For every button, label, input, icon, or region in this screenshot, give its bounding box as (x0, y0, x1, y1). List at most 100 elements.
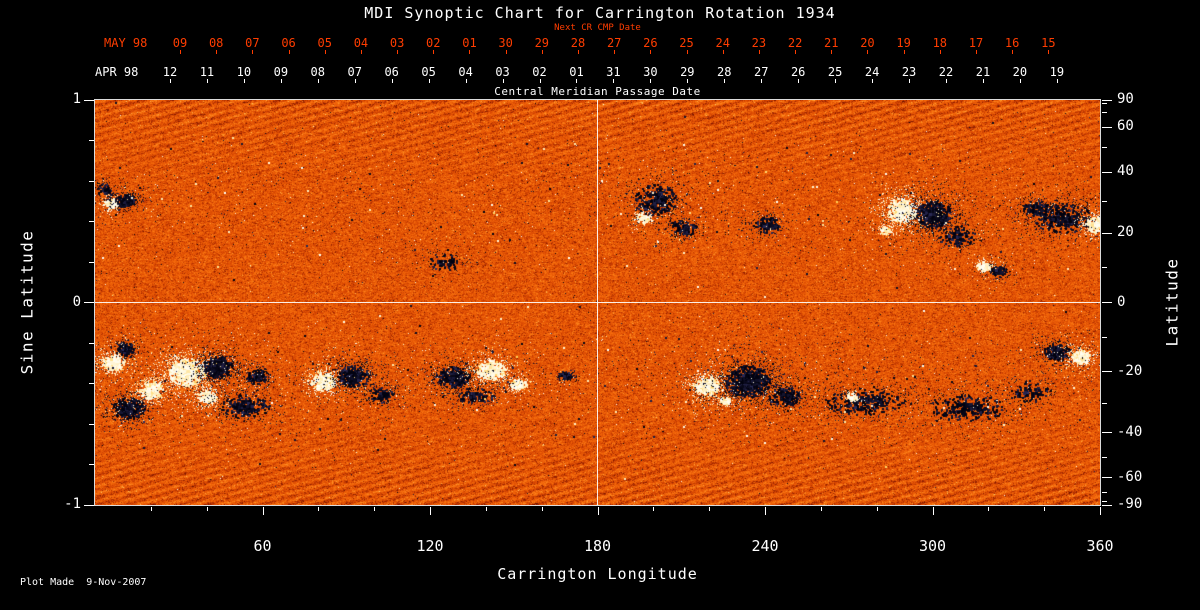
cmp-date-tickmark (650, 79, 652, 83)
next-cr-date-label: 28 (570, 36, 586, 50)
cmp-date-label: 09 (273, 65, 289, 79)
plot-made-note: Plot Made 9-Nov-2007 (20, 577, 147, 588)
cmp-date-tickmark (724, 79, 726, 83)
cmp-date-label: 30 (643, 65, 658, 79)
right-axis-tick-label: -60 (1117, 468, 1143, 485)
next-cr-date-label: 20 (860, 36, 875, 50)
bottom-axis-tickmark (932, 507, 934, 515)
bottom-axis-minor-tickmark (988, 507, 990, 511)
next-cr-date-label: 19 (896, 36, 911, 50)
next-cr-date-tickmark (1048, 50, 1050, 54)
next-cr-date-tickmark (650, 50, 652, 54)
cmp-date-label: 07 (347, 65, 362, 79)
next-cr-cmp-date-label: Next CR CMP Date (554, 23, 641, 33)
cmp-date-tickmark (206, 79, 208, 83)
bottom-axis-minor-tickmark (150, 507, 152, 511)
bottom-axis-minor-tickmark (820, 507, 822, 511)
next-cr-date-tickmark (722, 50, 724, 54)
next-cr-date-tickmark (397, 50, 399, 54)
next-cr-date-tickmark (324, 50, 326, 54)
next-cr-date-tickmark (686, 50, 688, 54)
next-cr-date-label: 18 (932, 36, 948, 50)
next-cr-date-label: 04 (353, 36, 369, 50)
right-axis-tick-label: -40 (1117, 423, 1143, 440)
right-axis-minor-tickmark (1102, 403, 1107, 405)
next-cr-date-tickmark (614, 50, 616, 54)
cmp-date-label: 22 (938, 65, 954, 79)
cmp-date-tickmark (613, 79, 615, 83)
cmp-date-label: 28 (717, 65, 732, 79)
right-axis-tickmark (1102, 477, 1112, 479)
next-cr-date-label: 07 (245, 36, 260, 50)
carrington-longitude-axis-title: Carrington Longitude (497, 565, 698, 583)
next-cr-date-tickmark (469, 50, 471, 54)
latitude-axis-title: Latitude (1162, 257, 1182, 347)
next-cr-date-tickmark (975, 50, 977, 54)
next-cr-date-tickmark (505, 50, 507, 54)
bottom-axis-tick-label: 180 (583, 537, 612, 555)
right-axis-minor-tickmark (1102, 102, 1107, 104)
right-axis-tick-label: -90 (1117, 496, 1143, 512)
right-axis-minor-tickmark (1102, 457, 1107, 459)
cmp-date-tickmark (317, 79, 319, 83)
cmp-month-label: APR 98 (95, 65, 139, 79)
cmp-date-label: 10 (236, 65, 252, 79)
next-cr-date-label: 24 (715, 36, 730, 50)
cmp-date-tickmark (428, 79, 430, 83)
next-cr-month-label: MAY 98 (104, 36, 148, 50)
right-axis-tickmark (1102, 99, 1112, 101)
right-axis-tickmark (1102, 504, 1112, 506)
next-cr-date-tickmark (180, 50, 182, 54)
bottom-axis-minor-tickmark (206, 507, 208, 511)
cmp-date-tickmark (169, 79, 171, 83)
cmp-date-tickmark (539, 79, 541, 83)
cmp-date-label: 19 (1049, 65, 1065, 79)
next-cr-date-tickmark (795, 50, 797, 54)
left-axis-tickmark (84, 302, 94, 303)
right-axis-tickmark (1102, 171, 1112, 173)
bottom-axis-minor-tickmark (318, 507, 320, 511)
bottom-axis-tick-label: 60 (253, 537, 272, 555)
right-axis-minor-tickmark (1102, 266, 1107, 268)
plot-frame (94, 99, 1101, 506)
cmp-date-label: 11 (199, 65, 215, 79)
bottom-axis-tickmark (1100, 507, 1101, 515)
right-axis-tickmark (1102, 232, 1112, 234)
cmp-date-tickmark (835, 79, 837, 83)
cmp-date-tickmark (761, 79, 763, 83)
next-cr-date-label: 29 (534, 36, 550, 50)
next-cr-date-tickmark (252, 50, 254, 54)
next-cr-date-label: 25 (679, 36, 694, 50)
right-axis-tick-label: -20 (1117, 362, 1143, 379)
chart-title: MDI Synoptic Chart for Carrington Rotati… (364, 4, 836, 22)
next-cr-date-label: 06 (281, 36, 296, 50)
next-cr-date-label: 09 (172, 36, 188, 50)
next-cr-date-label: 27 (606, 36, 622, 50)
next-cr-date-label: 26 (643, 36, 658, 50)
cmp-date-label: 27 (754, 65, 769, 79)
bottom-axis-tickmark (262, 507, 264, 515)
cmp-date-label: 08 (310, 65, 325, 79)
right-axis-tick-label: 90 (1117, 91, 1134, 107)
right-axis-tick-label: 0 (1117, 293, 1126, 310)
next-cr-date-label: 03 (389, 36, 405, 50)
left-axis-tick-label: 1 (72, 91, 81, 107)
cmp-caption: Central Meridian Passage Date (494, 85, 701, 98)
cmp-date-tickmark (465, 79, 467, 83)
bottom-axis-minor-tickmark (876, 507, 878, 511)
cmp-date-tickmark (243, 79, 245, 83)
cmp-date-label: 06 (384, 65, 399, 79)
right-axis-minor-tickmark (1102, 337, 1107, 339)
next-cr-date-tickmark (288, 50, 290, 54)
bottom-axis-minor-tickmark (374, 507, 376, 511)
next-cr-date-label: 05 (317, 36, 332, 50)
next-cr-date-tickmark (578, 50, 579, 54)
right-axis-tickmark (1102, 302, 1112, 303)
next-cr-date-tickmark (831, 50, 833, 54)
cmp-date-tickmark (909, 79, 911, 83)
cmp-date-tickmark (391, 79, 393, 83)
next-cr-date-label: 01 (462, 36, 477, 50)
next-cr-date-label: 17 (968, 36, 984, 50)
cmp-date-tickmark (576, 79, 578, 83)
right-axis-tickmark (1102, 432, 1112, 434)
